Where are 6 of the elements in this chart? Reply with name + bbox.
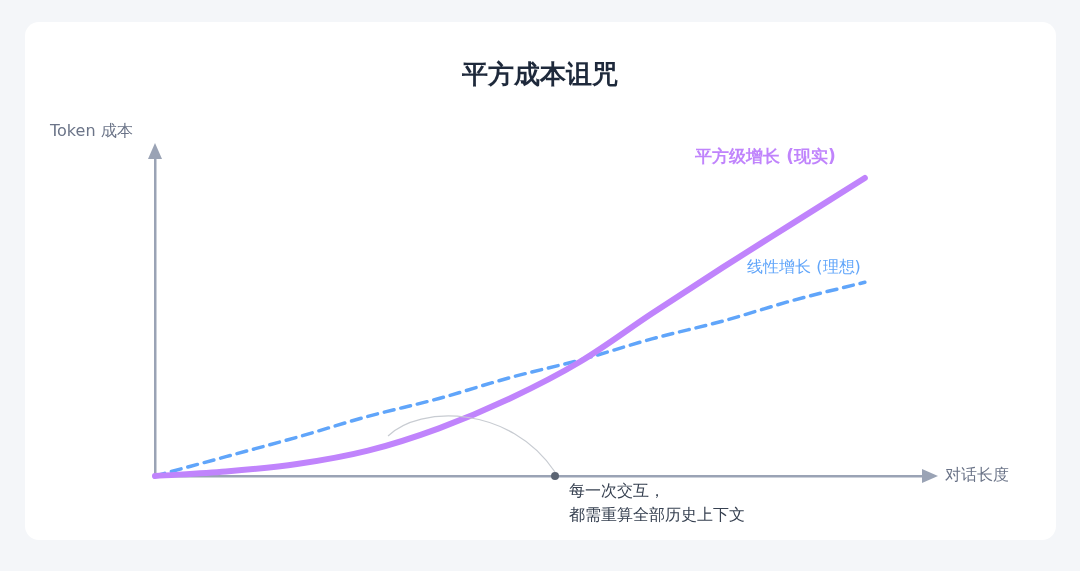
series-label: 线性增长 (理想) xyxy=(747,257,861,277)
series-label: 平方级增长 (现实) xyxy=(694,146,836,167)
x-axis-title: 对话长度 xyxy=(945,465,1009,485)
y-axis-title: Token 成本 xyxy=(49,121,133,141)
text: 每一次交互，都需重算全部历史上下文 xyxy=(569,481,746,525)
chart-title: 平方成本诅咒 xyxy=(461,58,618,89)
